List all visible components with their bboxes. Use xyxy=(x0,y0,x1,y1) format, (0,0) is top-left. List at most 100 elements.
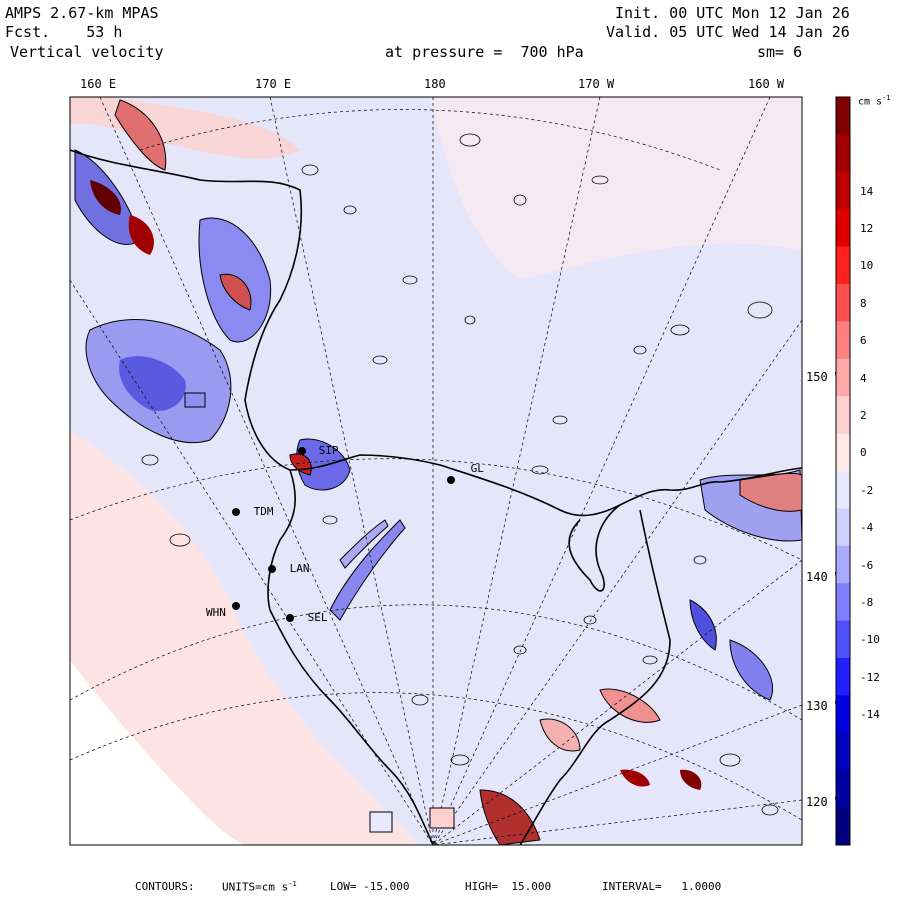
station-dot xyxy=(232,508,240,516)
colorbar-swatch xyxy=(836,284,850,322)
colorbar-swatch xyxy=(836,545,850,584)
marker-box-2 xyxy=(429,807,455,829)
map-frame xyxy=(69,96,803,846)
lon-label-160e: 160 E xyxy=(80,77,117,91)
colorbar-swatch xyxy=(836,658,850,696)
colorbar-swatch xyxy=(836,358,850,397)
station-lan: LAN xyxy=(268,558,310,577)
coastline xyxy=(70,149,802,845)
colorbar-tick-label: 2 xyxy=(860,408,867,422)
colorbar-tick-label: -8 xyxy=(860,595,874,609)
marker-box-1 xyxy=(369,811,393,833)
red-blob-2 xyxy=(219,273,252,311)
valid-time: Valid. 05 UTC Wed 14 Jan 26 xyxy=(606,23,850,41)
colorbar-tick-label: -14 xyxy=(860,708,880,722)
colorbar-swatch xyxy=(836,246,850,285)
field-name: Vertical velocity xyxy=(10,43,164,61)
station-sip: SIP xyxy=(298,440,339,459)
pink-region-north xyxy=(430,97,802,280)
blue-streak-2 xyxy=(339,519,389,569)
colorbar-tick-label: -10 xyxy=(860,633,880,647)
lon-label-170w: 170 W xyxy=(578,77,615,91)
out-of-domain xyxy=(70,660,245,845)
lon-label-170e: 170 E xyxy=(255,77,292,91)
red-blob-4 xyxy=(739,472,802,512)
station-label: SIP xyxy=(318,444,339,457)
small-contours xyxy=(141,133,779,816)
colorbar-tick-label: 0 xyxy=(860,446,867,460)
colorbar-tick-label: -2 xyxy=(860,483,874,497)
footer-low: LOW= -15.000 xyxy=(330,880,410,893)
station-dot xyxy=(447,476,455,484)
colorbar-tick-label: 8 xyxy=(860,296,867,310)
colorbar-units-text: cm s xyxy=(858,96,883,108)
model-title: AMPS 2.67-km MPAS xyxy=(5,4,159,22)
pressure-level: at pressure = 700 hPa xyxy=(385,43,584,61)
colorbar-swatch xyxy=(836,396,850,435)
station-label: GL xyxy=(470,462,484,475)
station-label: TDM xyxy=(253,505,274,518)
colorbar-units-exp: -1 xyxy=(882,94,891,102)
colorbar-swatch xyxy=(836,807,850,846)
forecast-hour: Fcst. 53 h xyxy=(5,23,123,41)
colorbar-units: cm s-1 xyxy=(858,94,891,107)
init-time: Init. 00 UTC Mon 12 Jan 26 xyxy=(615,4,850,22)
station-whn: WHN xyxy=(206,601,240,620)
footer-units-exp: -1 xyxy=(288,880,297,888)
station-sel: SEL xyxy=(286,607,328,626)
colorbar-tick-label: -6 xyxy=(860,558,874,572)
colorbar-swatch xyxy=(836,770,850,809)
red-blob-core xyxy=(90,180,121,215)
colorbar-swatch xyxy=(836,433,850,472)
colorbar xyxy=(836,97,850,846)
footer-units: UNITS=cm s-1 xyxy=(222,880,297,894)
colorbar-tick-label: 14 xyxy=(860,184,874,198)
colorbar-swatch xyxy=(836,583,850,622)
red-blob-core-2 xyxy=(128,215,154,255)
colorbar-swatch xyxy=(836,620,850,659)
colorbar-swatch xyxy=(836,471,850,509)
station-dot xyxy=(268,565,276,573)
lon-label-180: 180 xyxy=(424,77,446,91)
colorbar-swatch xyxy=(836,209,850,248)
smoothing: sm= 6 xyxy=(757,43,803,61)
blue-blob-6 xyxy=(729,639,774,701)
colorbar-tick-label: 10 xyxy=(860,259,874,273)
graticule xyxy=(70,97,802,845)
red-blob-9 xyxy=(539,718,581,752)
map-field xyxy=(70,97,802,845)
footer-units-text: UNITS=cm s xyxy=(222,880,289,894)
station-gl: GL xyxy=(447,462,484,488)
pink-region-west xyxy=(70,430,420,845)
red-blob-8 xyxy=(479,789,541,845)
station-label: WHN xyxy=(206,606,226,619)
colorbar-swatch xyxy=(836,321,850,360)
colorbar-swatch xyxy=(836,171,850,210)
colorbar-swatch xyxy=(836,695,850,734)
lon-label-160w: 160 W xyxy=(748,77,785,91)
station-dot xyxy=(286,614,294,622)
colorbar-tick-label: -12 xyxy=(860,670,880,684)
blue-blob-5 xyxy=(689,599,717,651)
red-blob-1 xyxy=(114,99,167,171)
blue-blob-1-core xyxy=(119,356,186,411)
station-label: LAN xyxy=(289,562,310,575)
station-dot xyxy=(298,447,306,455)
colorbar-swatch xyxy=(836,97,850,135)
colorbar-swatch xyxy=(836,732,850,771)
blue-streak xyxy=(329,519,406,621)
colorbar-frame xyxy=(835,96,851,846)
station-label: SEL xyxy=(307,611,328,624)
red-blob-7 xyxy=(680,769,702,790)
colorbar-tick-label: 12 xyxy=(860,221,874,235)
footer-interval: INTERVAL= 1.0000 xyxy=(602,880,722,893)
station-dot xyxy=(232,602,240,610)
red-blob-5 xyxy=(620,769,650,787)
colorbar-tick-label: -4 xyxy=(860,521,874,535)
footer-contours: CONTOURS: xyxy=(135,880,195,893)
colorbar-swatch xyxy=(836,508,850,547)
station-tdm: TDM xyxy=(232,501,274,520)
colorbar-swatch xyxy=(836,134,850,173)
colorbar-tick-label: 6 xyxy=(860,334,867,348)
